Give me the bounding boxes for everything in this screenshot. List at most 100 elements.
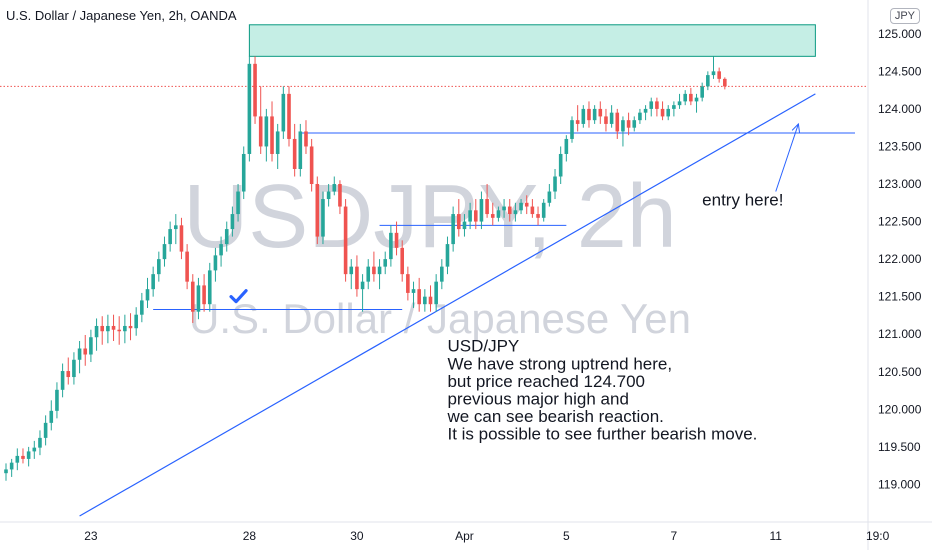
candle-body (185, 251, 189, 282)
checkmark-icon (229, 289, 248, 304)
candle-body (304, 131, 308, 147)
candle-body (434, 281, 438, 305)
candle-body (672, 105, 676, 109)
candle-body (530, 206, 535, 215)
candle-body (292, 138, 297, 169)
candle-body (241, 153, 246, 192)
uptrend-line (79, 93, 816, 517)
candle-body (394, 232, 399, 248)
candle-body (315, 184, 320, 237)
candle-body (264, 116, 269, 147)
candle-body (224, 229, 229, 245)
candle-body (338, 184, 342, 207)
candle-body (343, 206, 348, 275)
candle-body (541, 202, 546, 218)
time-tick-label: 23 (84, 529, 98, 543)
candle-body (711, 71, 716, 76)
candle-body (134, 314, 138, 329)
candle-body (638, 112, 642, 121)
time-tick-label: 30 (350, 529, 364, 543)
candle-body (179, 225, 184, 252)
candle-body (49, 410, 54, 423)
candle-body (706, 75, 710, 87)
candle-body (236, 191, 240, 215)
candle-body (72, 359, 76, 378)
candle-body (428, 296, 433, 305)
candle-body (519, 202, 523, 211)
candle-body (547, 191, 552, 203)
candle-body (94, 325, 99, 338)
candle-body (15, 455, 20, 463)
candle-body (440, 266, 444, 282)
candle-body (457, 214, 461, 230)
price-tick-label: 125.000 (878, 27, 922, 41)
candle-body (287, 93, 291, 139)
candle-body (326, 191, 331, 200)
candle-body (38, 437, 42, 448)
candle-body (247, 63, 252, 154)
time-tick-label: Apr (455, 529, 474, 543)
candle-body (123, 325, 127, 332)
time-axis[interactable]: 23 28 30 Apr 5 7 11 19:0 (84, 529, 889, 543)
candle-body (632, 120, 637, 128)
candle-body (190, 281, 195, 312)
candle-body (626, 120, 631, 128)
currency-badge[interactable]: JPY (889, 8, 920, 24)
price-tick-label: 120.500 (878, 365, 922, 379)
candle-body (660, 108, 665, 117)
candle-body (666, 108, 671, 117)
entry-arrow-shaft (775, 123, 799, 192)
candle-body (174, 225, 178, 230)
candle-body (207, 270, 212, 305)
candle-body (536, 214, 540, 218)
candle-body (157, 259, 161, 275)
candle-body (140, 300, 144, 315)
candle-body (275, 131, 280, 154)
candle-body (377, 266, 382, 275)
candle-body (621, 120, 625, 132)
candle-body (581, 108, 586, 124)
candle-body (507, 206, 512, 215)
candle-body (400, 247, 404, 275)
candle-body (604, 116, 608, 124)
entry-label: entry here! (702, 191, 783, 210)
candle-body (570, 120, 574, 139)
candle-body (598, 108, 603, 117)
candle-body (462, 221, 467, 230)
candle-body (258, 116, 263, 147)
price-tick-label: 121.000 (878, 327, 922, 341)
candle-body (649, 101, 654, 109)
candle-body (592, 108, 597, 121)
price-tick-label: 123.500 (878, 139, 922, 153)
candle-body (4, 469, 8, 474)
time-tick-label: 19:0 (866, 529, 890, 543)
candle-body (609, 112, 614, 124)
price-tick-label: 124.500 (878, 64, 922, 78)
candle-body (162, 244, 167, 260)
note-line-3: but price reached 124.700 (447, 372, 645, 391)
candle-body (643, 108, 648, 113)
price-tick-label: 124.000 (878, 102, 922, 116)
annotation-layer-back (0, 24, 868, 517)
candle-body (9, 462, 14, 470)
price-tick-label: 119.000 (878, 477, 921, 491)
candle-body (355, 266, 359, 290)
price-tick-label: 122.000 (878, 252, 922, 266)
candle-body (151, 274, 155, 290)
candle-body (406, 274, 410, 293)
candle-body (100, 325, 105, 332)
candle-body (615, 112, 620, 132)
candle-body (298, 131, 303, 169)
candle-body (417, 289, 421, 305)
candle-body (502, 206, 506, 211)
candle-body (694, 97, 699, 102)
candle-body (423, 296, 427, 305)
candle-body (389, 232, 393, 260)
price-axis[interactable]: 125.000 124.500 124.000 123.500 123.000 122.5… (878, 27, 922, 492)
candle-body (490, 214, 495, 218)
price-tick-label: 121.500 (878, 290, 922, 304)
candle-body (575, 120, 580, 124)
candle-body (513, 210, 518, 215)
